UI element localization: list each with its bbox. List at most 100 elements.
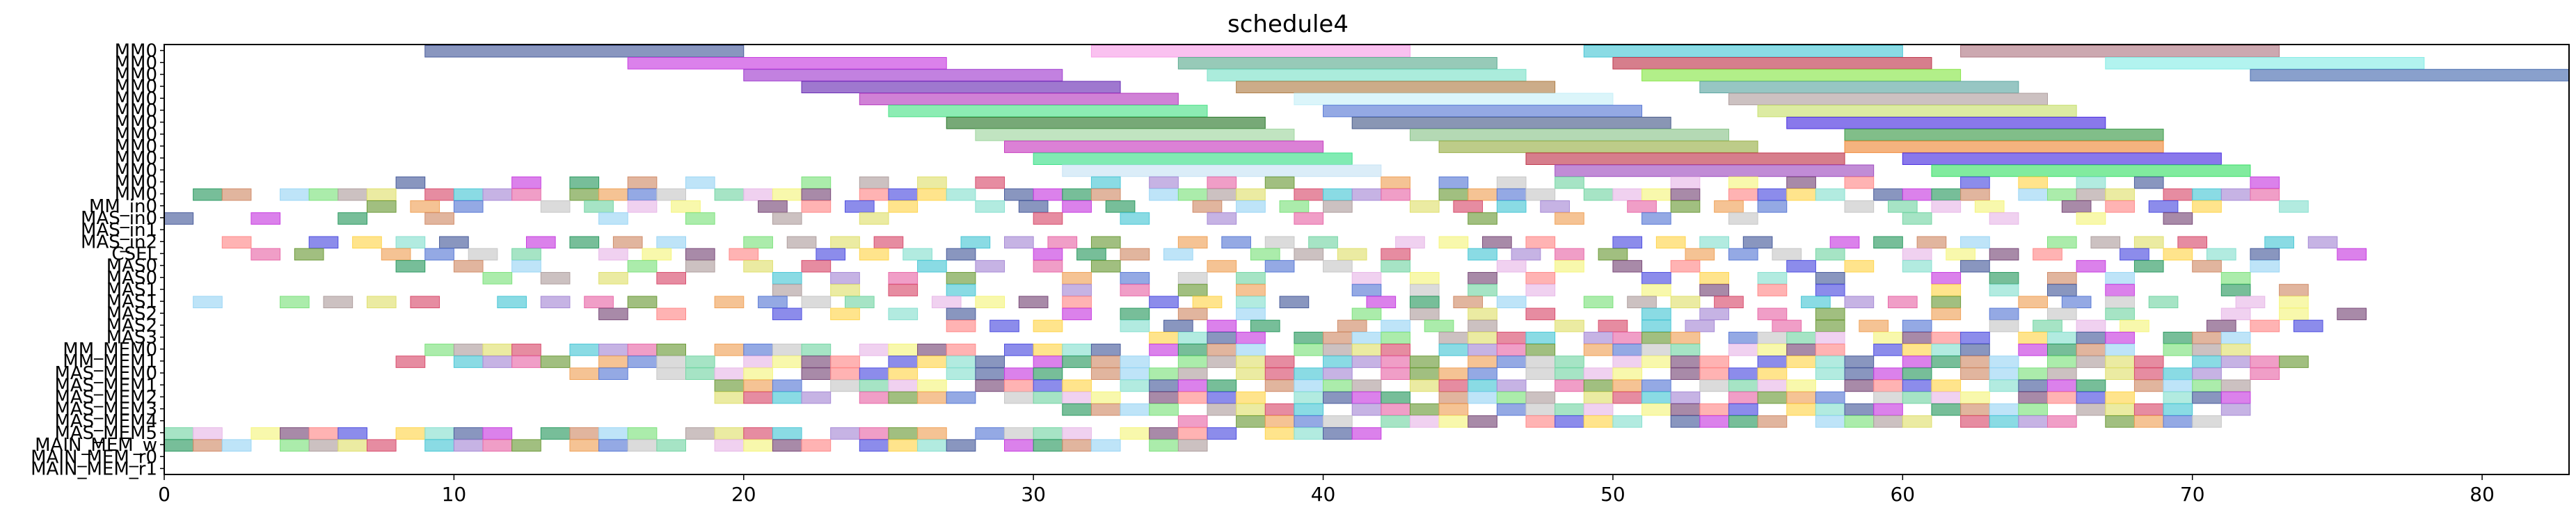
task-bar [482,427,513,440]
task-bar [1844,403,1875,416]
task-bar [221,236,252,249]
task-bar [1670,331,1701,344]
task-bar [656,308,686,321]
task-bar [2279,284,2309,296]
task-bar [164,427,194,440]
task-bar [1062,200,1092,213]
task-bar [2207,319,2236,333]
task-bar [337,188,367,201]
y-tick-label: MAS0 [106,268,157,289]
task-bar [627,439,658,452]
task-bar [888,367,919,381]
task-bar [1873,331,1903,344]
task-bar [1960,260,1990,273]
task-bar [1323,415,1353,428]
task-bar [2105,356,2135,368]
task-bar [1902,391,1932,404]
task-bar [1236,188,1266,201]
task-bar [439,236,469,249]
task-bar [888,104,1208,118]
task-bar [2163,415,2193,428]
task-bar [1815,331,1845,344]
task-bar [1163,319,1193,333]
task-bar [1409,403,1440,416]
task-bar [1670,200,1701,213]
y-tick-label: MM0 [115,100,157,121]
task-bar [685,260,715,273]
task-bar [2047,272,2077,285]
task-bar [2307,236,2338,249]
task-bar [1004,344,1034,356]
x-tick-label: 0 [158,483,170,506]
task-bar [598,212,628,225]
task-bar [2220,344,2251,356]
task-bar [1120,319,1150,333]
task-bar [1757,344,1788,356]
task-bar [1323,331,1353,344]
task-bar [1236,284,1266,296]
task-bar [1989,308,2019,321]
task-bar [1612,415,1643,428]
task-bar [801,356,832,368]
task-bar [1468,188,1497,201]
task-bar [453,356,484,368]
task-bar [1902,212,1932,225]
task-bar [1120,308,1150,321]
task-bar [2220,284,2251,296]
task-bar [1323,260,1353,273]
task-bar [2250,69,2570,81]
task-bar [1062,272,1092,285]
task-bar [743,260,773,273]
task-bar [1612,331,1643,344]
task-bar [1960,415,1990,428]
task-bar [1004,367,1034,381]
task-bar [540,427,571,440]
task-bar [1163,248,1193,261]
task-bar [1844,200,1875,213]
task-bar [1381,176,1410,189]
task-bar [1685,319,1715,333]
task-bar [1960,236,1990,249]
task-bar [1583,188,1614,201]
task-bar [1062,296,1092,309]
task-bar [1062,164,1382,177]
task-bar [1728,415,1758,428]
task-bar [1583,296,1614,309]
task-bar [1033,439,1063,452]
task-bar [975,296,1005,309]
task-bar [1873,379,1903,392]
task-bar [888,379,919,392]
task-bar [1670,344,1701,356]
task-bar [2293,319,2323,333]
task-bar [2047,356,2077,368]
task-bar [859,176,889,189]
task-bar [714,188,745,201]
task-bar [1366,296,1397,309]
x-tick-label: 60 [1890,483,1915,506]
task-bar [2120,319,2149,333]
task-bar [612,236,643,249]
task-bar [366,200,397,213]
task-bar [1207,403,1237,416]
task-bar [1960,403,1990,416]
task-bar [685,367,715,381]
task-bar [2047,391,2077,404]
task-bar [2207,248,2236,261]
task-bar [1525,331,1556,344]
task-bar [627,260,658,273]
task-bar [1525,391,1556,404]
task-bar [1062,344,1092,356]
task-bar [946,356,976,368]
task-bar [1555,260,1584,273]
task-bar [453,200,484,213]
task-bar [1004,188,1034,201]
task-bar [381,248,411,261]
task-bar [888,284,919,296]
task-bar [1525,188,1556,201]
task-bar [1294,188,1324,201]
task-bar [917,356,947,368]
task-bar [1047,236,1078,249]
task-bar [1670,176,1701,189]
task-bar [1236,81,1556,94]
task-bar [1525,308,1556,321]
